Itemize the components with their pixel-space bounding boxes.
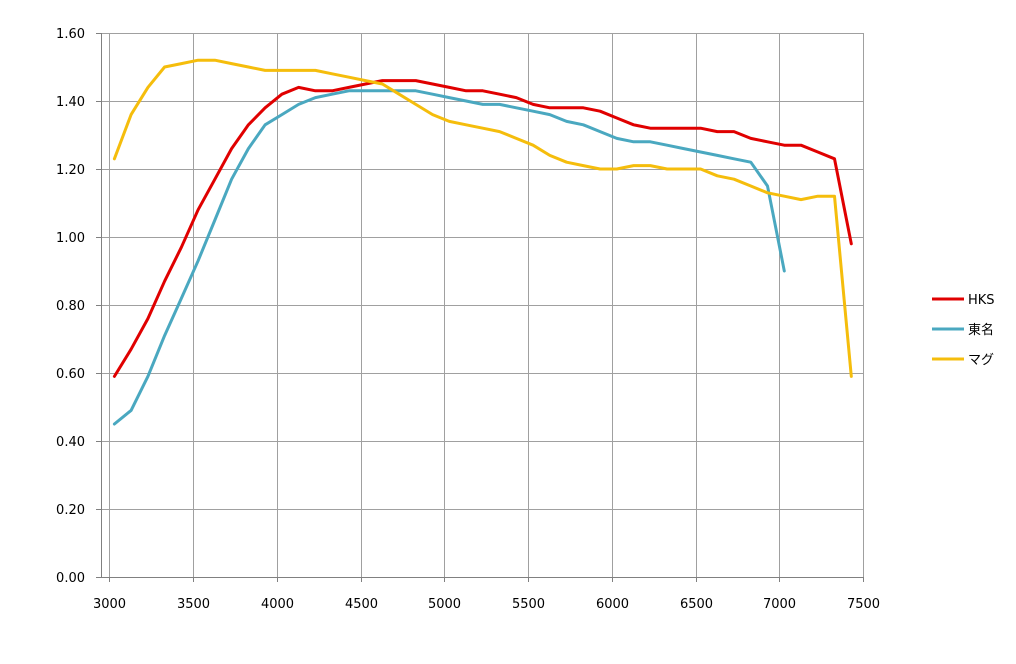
y-tick-label: 1.00 (56, 231, 85, 246)
series-lines (112, 58, 853, 426)
y-tick-label: 0.80 (56, 299, 85, 314)
y-tick-label: 0.60 (56, 367, 85, 382)
y-axis-tick-labels: 0.00 0.20 0.40 0.60 0.80 1.00 1.20 1.40 1.60 (56, 27, 85, 586)
series-line-1 (112, 89, 786, 426)
x-tick-label: 7000 (763, 597, 796, 612)
grid-lines (101, 33, 864, 577)
x-tick-label: 6500 (680, 597, 713, 612)
x-tick-label: 4500 (345, 597, 378, 612)
x-axis-tick-labels: 3000 3500 4000 4500 5000 5500 6000 6500 7000 7500 (93, 597, 880, 612)
x-tick-label: 3500 (177, 597, 210, 612)
x-tick-label: 5000 (428, 597, 461, 612)
x-tick-label: 3000 (93, 597, 126, 612)
legend-label: 東名 (968, 322, 994, 338)
y-tick-label: 1.20 (56, 163, 85, 178)
x-tick-label: 5500 (512, 597, 545, 612)
series-line-0 (112, 79, 853, 378)
y-tick-label: 1.60 (56, 27, 85, 42)
axes (96, 33, 864, 582)
y-tick-label: 0.20 (56, 503, 85, 518)
legend-label: HKS (968, 293, 995, 308)
x-tick-label: 6000 (596, 597, 629, 612)
x-tick-label: 4000 (261, 597, 294, 612)
series-line-2 (112, 58, 853, 378)
y-tick-label: 0.00 (56, 571, 85, 586)
x-tick-label: 7500 (847, 597, 880, 612)
legend-label: マグ (968, 353, 994, 368)
y-tick-label: 1.40 (56, 95, 85, 110)
y-tick-label: 0.40 (56, 435, 85, 450)
